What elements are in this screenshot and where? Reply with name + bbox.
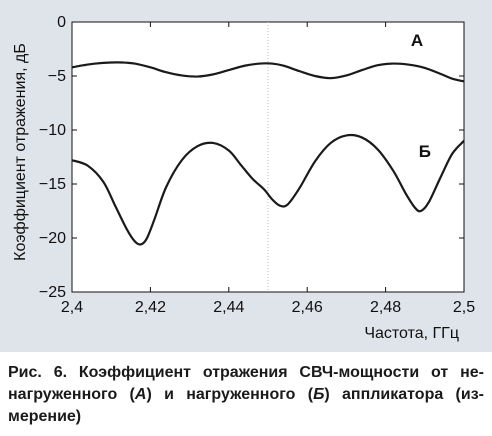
y-tick-label: −10 (39, 122, 66, 139)
caption-a: А (134, 386, 147, 403)
x-axis-label: Частота, ГГц (364, 325, 459, 342)
x-tick-label: 2,42 (135, 299, 166, 316)
caption-b: Б (313, 386, 325, 403)
x-tick-label: 2,5 (453, 299, 475, 316)
caption-prefix: Рис. 6. Коэффициент отражения СВЧ-мощнос… (8, 364, 484, 403)
x-tick-label: 2,44 (213, 299, 244, 316)
series-layer (71, 61, 465, 246)
figure-caption: Рис. 6. Коэффициент отражения СВЧ-мощнос… (8, 362, 484, 428)
x-tick-label: 2,46 (292, 299, 323, 316)
ticks: 2,4 2,42 2,44 2,46 2,48 2,5 0 −5 −10 −15 −20 −25 (39, 14, 475, 316)
y-tick-label: 0 (57, 14, 66, 31)
series-line-a (71, 61, 465, 83)
y-axis-label: Коэффициент отражения, дБ (12, 43, 29, 261)
x-tick-label: 2,4 (61, 299, 83, 316)
chart: 2,4 2,42 2,44 2,46 2,48 2,50−5−10−15−20−25 АБ… (12, 14, 475, 342)
series-label-b: Б (419, 142, 431, 161)
series-label-a: А (411, 31, 423, 50)
x-tick-label: 2,48 (370, 299, 401, 316)
y-tick-label: −15 (39, 176, 66, 193)
caption-suffix: ) аппликатора (из-мерение) (8, 386, 484, 425)
y-tick-label: −5 (48, 68, 66, 85)
y-tick-label: −20 (39, 230, 66, 247)
caption-middle: ) и нагруженного ( (146, 386, 314, 403)
y-tick-label: −25 (39, 284, 66, 301)
series-line-b (71, 133, 465, 246)
series-labels: АБ (411, 31, 431, 161)
